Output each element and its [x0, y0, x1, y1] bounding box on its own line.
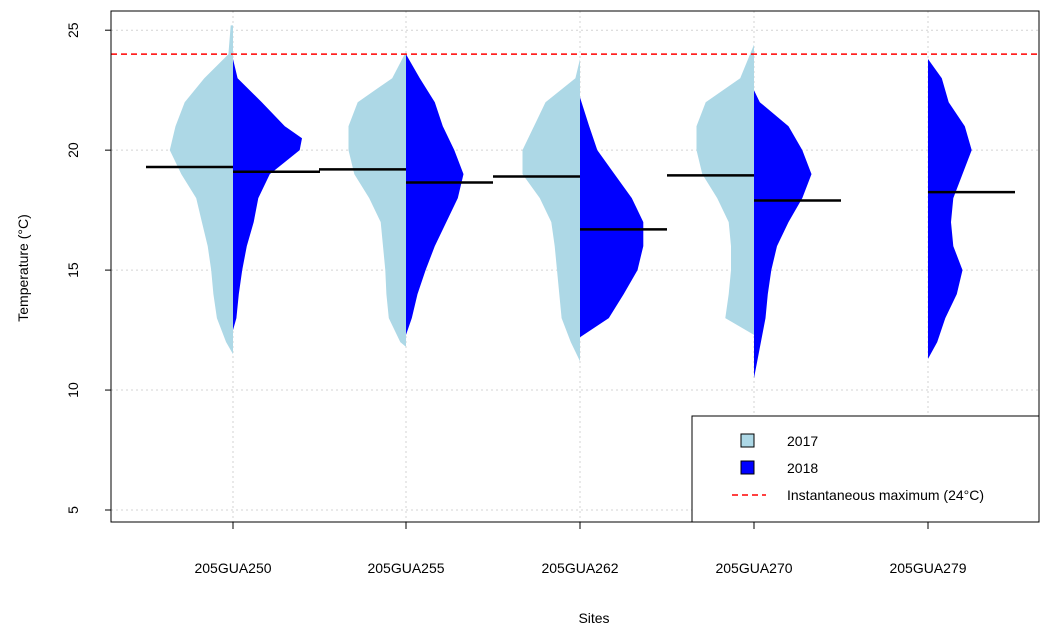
legend-label-2018: 2018	[787, 460, 818, 476]
median-lines	[146, 165, 1015, 231]
violin-half-2018-205GUA270	[754, 90, 812, 379]
y-axis: 5 10 15 20 25	[65, 22, 111, 514]
x-tick-label: 205GUA250	[194, 560, 271, 576]
legend-swatch-2017	[740, 433, 755, 448]
x-tick-label: 205GUA262	[541, 560, 618, 576]
y-tick-label: 15	[65, 262, 81, 278]
x-tick-label: 205GUA279	[889, 560, 966, 576]
violin-half-2018-205GUA255	[406, 54, 464, 335]
legend: 2017 2018 Instantaneous maximum (24°C)	[691, 415, 1040, 523]
legend-label-2017: 2017	[787, 433, 818, 449]
violin-half-2017-205GUA262	[522, 58, 580, 362]
legend-label-reference: Instantaneous maximum (24°C)	[787, 487, 984, 503]
x-tick-label: 205GUA255	[367, 560, 444, 576]
y-tick-label: 10	[65, 382, 81, 398]
violin-half-2017-205GUA250	[169, 25, 233, 355]
violin-half-2018-205GUA279	[928, 58, 972, 359]
x-tick-label: 205GUA270	[715, 560, 792, 576]
violin-half-2017-205GUA255	[348, 51, 406, 347]
violin-half-2018-205GUA262	[580, 97, 644, 338]
violins	[169, 25, 972, 379]
violin-half-2018-205GUA250	[233, 58, 302, 331]
y-tick-label: 20	[65, 142, 81, 158]
y-tick-label: 5	[65, 506, 81, 514]
x-axis-label: Sites	[578, 610, 609, 626]
legend-swatch-2018	[740, 460, 755, 475]
plot-frame	[110, 10, 1040, 523]
violin-half-2017-205GUA270	[696, 44, 754, 335]
y-axis-label: Temperature (°C)	[15, 214, 31, 322]
y-tick-label: 25	[65, 22, 81, 38]
x-axis: 205GUA250 205GUA255 205GUA262 205GUA270 205G…	[194, 522, 967, 576]
